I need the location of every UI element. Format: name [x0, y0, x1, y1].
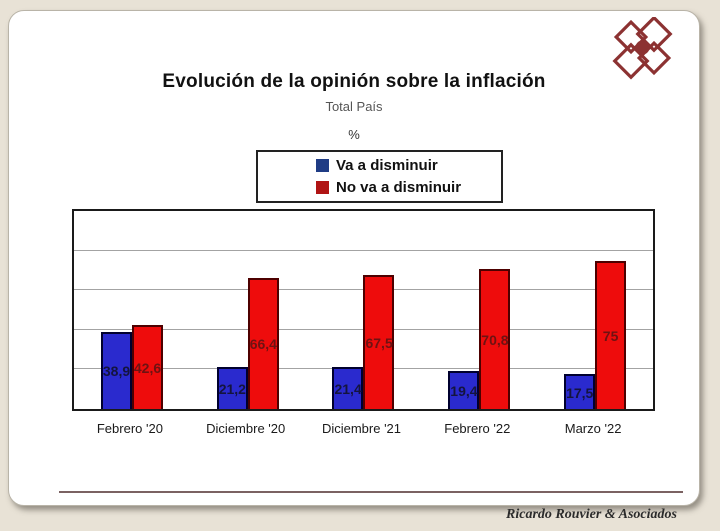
chart-title: Evolución de la opinión sobre la inflaci…	[162, 71, 546, 92]
x-axis-label: Diciembre '20	[206, 421, 286, 436]
unit-label: %	[348, 127, 360, 142]
bar-va-a-disminuir: 38,9	[100, 331, 132, 409]
bar-va-a-disminuir: 17,5	[564, 374, 596, 409]
bar-value-label: 66,4	[249, 336, 277, 353]
legend-label: No va a disminuir	[336, 179, 462, 196]
bar-group-1: 38,9 42,6	[74, 211, 190, 409]
x-axis-label: Diciembre '21	[321, 421, 402, 436]
x-axis-label: Marzo '22	[564, 421, 622, 436]
x-axis-label: Febrero '20	[96, 421, 163, 436]
bar-no-va-a-disminuir: 42,6	[131, 324, 163, 409]
legend-swatch-red-icon	[316, 181, 329, 194]
bar-value-label: 75	[602, 327, 619, 344]
legend-item-va-a-disminuir: Va a disminuir	[316, 157, 501, 174]
bar-value-label: 70,8	[481, 331, 509, 348]
legend-label: Va a disminuir	[336, 157, 438, 174]
bar-va-a-disminuir: 21,2	[216, 367, 248, 409]
company-logo-icon	[607, 15, 677, 81]
gridline-80	[74, 249, 653, 251]
bar-value-label: 67,5	[365, 335, 393, 352]
plot-area: 38,9 42,6 21,2 66,4 21,4 67,5 19,4 70,8 17,5 75	[72, 209, 655, 411]
bar-value-label: 21,4	[334, 380, 362, 397]
slide-card: Evolución de la opinión sobre la inflaci…	[8, 10, 700, 506]
chart-subtitle: Total País	[325, 99, 383, 114]
bar-group-2: 21,2 66,4	[190, 211, 306, 409]
bar-no-va-a-disminuir: 70,8	[479, 268, 511, 409]
bar-va-a-disminuir: 21,4	[332, 366, 364, 409]
bar-groups: 38,9 42,6 21,2 66,4 21,4 67,5 19,4 70,8 17,5 75	[74, 211, 653, 409]
bar-group-5: 17,5 75	[537, 211, 653, 409]
x-axis-labels: Febrero '20 Diciembre '20 Diciembre '21 Feb…	[72, 413, 651, 436]
legend-swatch-blue-icon	[316, 159, 329, 172]
bar-no-va-a-disminuir: 67,5	[363, 275, 395, 409]
legend: Va a disminuir No va a disminuir	[256, 150, 503, 203]
footer-divider-line	[59, 491, 683, 493]
bar-value-label: 19,4	[450, 382, 478, 399]
bar-va-a-disminuir: 19,4	[448, 370, 480, 409]
bar-no-va-a-disminuir: 66,4	[247, 277, 279, 409]
bar-group-4: 19,4 70,8	[421, 211, 537, 409]
bar-value-label: 42,6	[133, 359, 162, 376]
bar-value-label: 21,2	[218, 381, 246, 398]
bar-no-va-a-disminuir: 75	[595, 260, 627, 409]
credit-text: Ricardo Rouvier & Asociados	[506, 507, 677, 522]
bar-value-label: 38,9	[102, 363, 131, 380]
x-axis-label: Febrero '22	[444, 421, 511, 436]
bar-value-label: 17,5	[566, 384, 594, 401]
legend-item-no-va-a-disminuir: No va a disminuir	[316, 179, 501, 196]
bar-group-3: 21,4 67,5	[306, 211, 422, 409]
